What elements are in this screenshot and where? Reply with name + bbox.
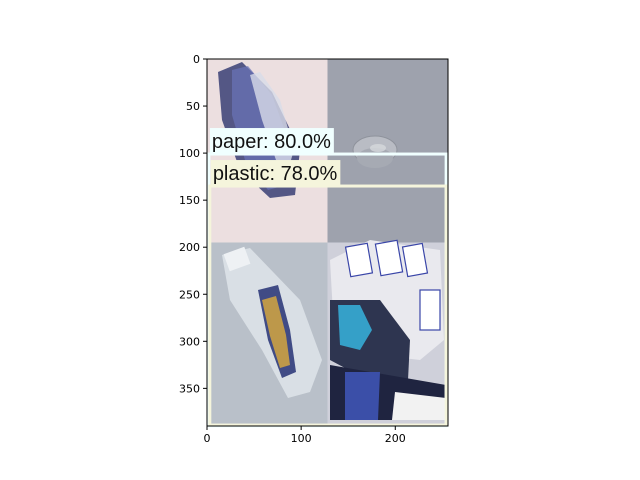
y-tick-label: 150 [179,194,200,207]
y-tick-label: 250 [179,288,200,301]
detection-label: plastic: 78.0% [210,160,341,187]
y-axis-ticks: 0 50 100 150 200 250 300 350 [179,53,207,395]
x-axis-ticks: 0 100 200 [204,426,406,445]
detection-label-text: paper: 80.0% [212,131,331,153]
paper-flyers-illustration [330,239,446,420]
detection-label-text: plastic: 78.0% [213,163,338,185]
image-axes: paper: 80.0% plastic: 78.0% 0 100 200 0 50 10… [179,53,449,445]
plastic-bottle-illustration [222,246,322,398]
detection-label-background [210,160,341,187]
y-tick-label: 200 [179,241,200,254]
y-tick-label: 300 [179,335,200,348]
y-tick-label: 350 [179,382,200,395]
axes-frame [206,58,449,427]
x-tick-label: 0 [204,432,211,445]
y-tick-label: 50 [186,100,200,113]
y-tick-label: 0 [193,53,200,66]
detection-label: paper: 80.0% [209,128,334,155]
axes-spines [206,58,449,427]
detection-label-background [209,128,334,155]
y-tick-label: 100 [179,147,200,160]
x-tick-label: 200 [385,432,406,445]
x-tick-label: 100 [291,432,312,445]
